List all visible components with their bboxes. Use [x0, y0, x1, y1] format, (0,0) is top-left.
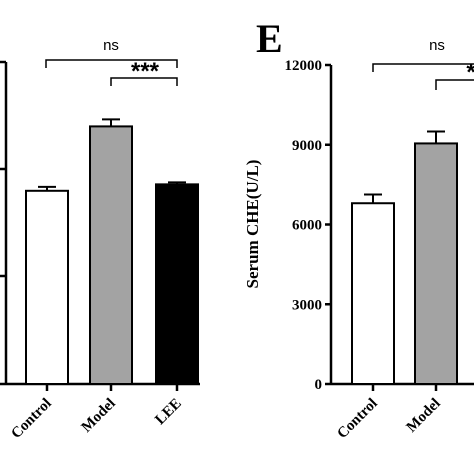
significance-bracket: [372, 63, 474, 72]
x-tick-label: LEE: [152, 396, 185, 429]
y-tick-label: 0: [315, 377, 323, 393]
bar-control: [351, 202, 395, 385]
panel-label: E: [256, 16, 283, 61]
significance-brackets: ns *: [372, 37, 474, 90]
x-tick-group: [45, 384, 179, 391]
bar-lee: [155, 183, 199, 385]
error-bar-group: [38, 118, 186, 191]
category-label-group: Control Model: [334, 396, 443, 442]
y-tick-label: 3000: [292, 297, 322, 313]
significance-label: ***: [131, 58, 160, 85]
x-tick-label: Model: [404, 396, 444, 436]
significance-bracket: [45, 59, 178, 68]
bar-model: [414, 142, 458, 385]
x-tick-label: Model: [79, 396, 119, 436]
bar-control: [25, 189, 69, 385]
y-tick-group: 0 3000 6000 9000 12000: [285, 58, 331, 393]
significance-bracket: [435, 79, 474, 90]
chart-panel-right: E Serum CHE(U/L) 0 3000 6000 9000 12000 Cont…: [243, 16, 474, 442]
bar-model: [89, 125, 133, 386]
significance-brackets: ns ***: [45, 37, 178, 86]
y-axis-label: Serum CHE(U/L): [243, 160, 262, 289]
bar-group: [25, 125, 199, 386]
x-tick-label: Control: [8, 396, 54, 442]
error-bar-group: [364, 130, 445, 204]
y-tick-label: 6000: [292, 218, 322, 234]
x-tick-label: Control: [334, 396, 380, 442]
significance-label: ns: [103, 37, 119, 54]
bar-group: [351, 142, 458, 385]
category-label-group: Control Model LEE: [8, 396, 184, 442]
significance-bracket: [110, 77, 178, 86]
y-tick-label: 12000: [285, 58, 323, 74]
chart-panel-left: Control Model LEE ns ***: [0, 37, 200, 442]
y-tick-label: 9000: [292, 138, 322, 154]
significance-label: *: [466, 59, 474, 86]
significance-label: ns: [429, 37, 445, 54]
x-tick-group: [371, 384, 438, 391]
